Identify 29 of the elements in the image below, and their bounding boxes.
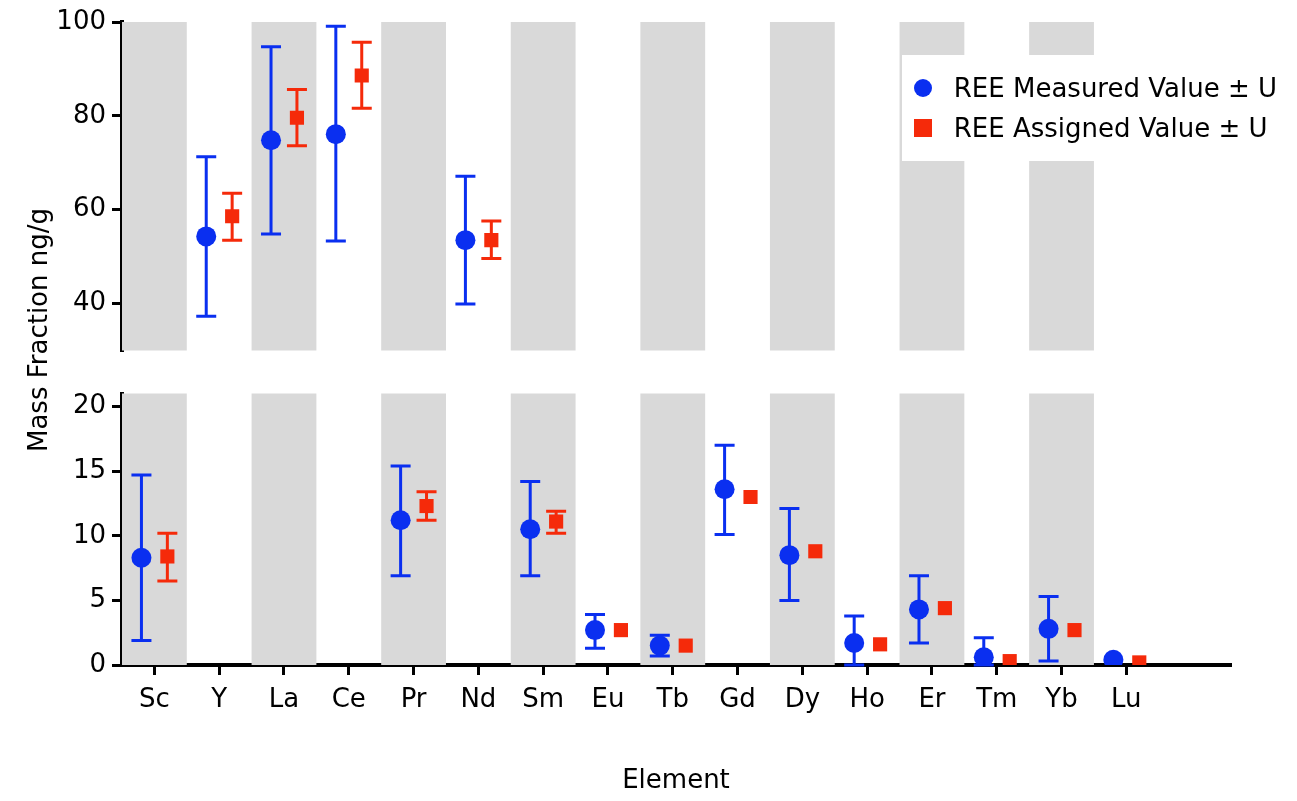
legend-label: REE Assigned Value ± U: [953, 113, 1268, 143]
x-tick-label: Pr: [400, 683, 427, 714]
y-tick-label: 0: [89, 647, 106, 678]
y-tick-label: 80: [72, 98, 106, 129]
x-tick-label: Yb: [1044, 683, 1078, 714]
x-tick-label: Eu: [591, 683, 625, 714]
y-tick-label: 20: [72, 389, 106, 420]
y-tick-label: 15: [72, 453, 106, 484]
x-tick-label: Dy: [784, 683, 821, 714]
x-tick-label: Ce: [331, 683, 366, 714]
x-tick-label: Sm: [522, 683, 565, 714]
x-tick-label: La: [268, 683, 300, 714]
y-tick-label: 40: [72, 286, 106, 317]
x-tick-label: Ho: [849, 683, 885, 714]
x-tick-label: Tm: [975, 683, 1018, 714]
x-tick-label: Er: [918, 683, 946, 714]
x-tick-label: Lu: [1111, 683, 1142, 714]
x-tick-label: Tb: [655, 683, 689, 714]
x-tick-label: Nd: [460, 683, 497, 714]
y-tick-label: 100: [56, 4, 106, 35]
y-tick-label: 5: [89, 583, 106, 614]
legend-label: REE Measured Value ± U: [953, 73, 1277, 103]
x-tick-label: Y: [210, 683, 228, 714]
y-axis-title: Mass Fraction ng/g: [23, 207, 53, 453]
y-tick-label: 60: [72, 192, 106, 223]
x-axis-title: Element: [622, 764, 730, 795]
x-tick-label: Gd: [719, 683, 756, 714]
x-tick-label: Sc: [138, 683, 170, 714]
y-tick-label: 10: [72, 518, 106, 549]
